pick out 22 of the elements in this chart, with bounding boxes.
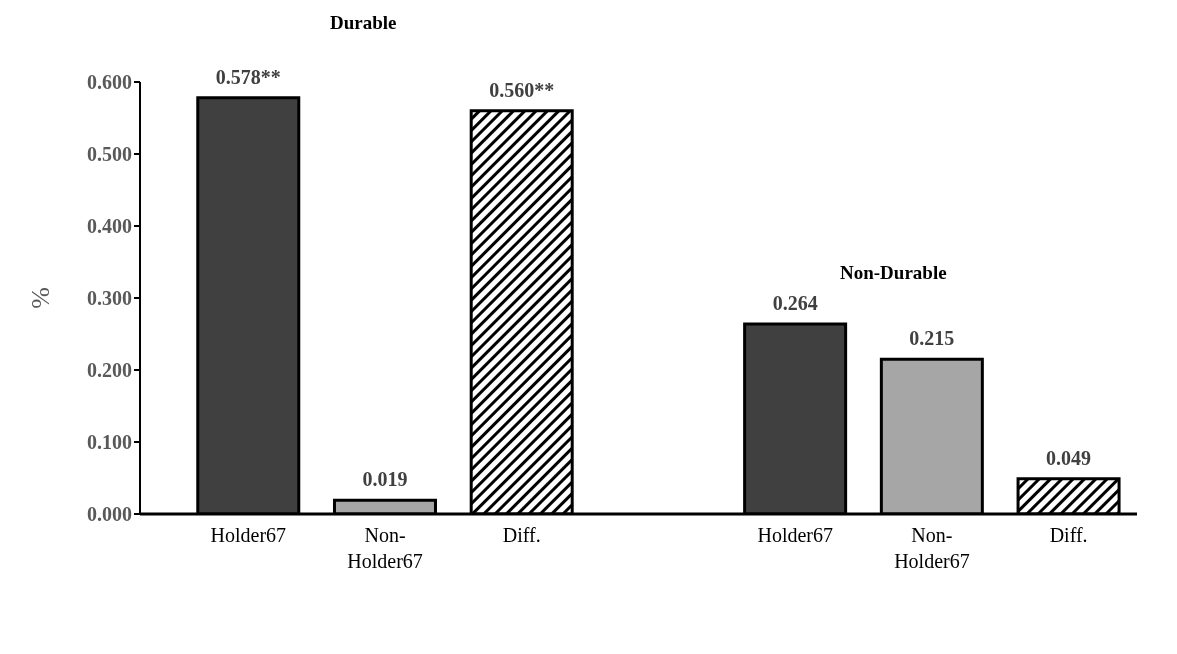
text: Durable bbox=[330, 12, 397, 34]
x-tick-label: Holder67 bbox=[210, 524, 287, 546]
data-label: 0.049 bbox=[1046, 446, 1092, 469]
y-tick-label: 0.400 bbox=[87, 215, 132, 238]
x-tick-label: Non-Holder67 bbox=[894, 524, 970, 572]
x-tick-label: Non-Holder67 bbox=[347, 524, 423, 572]
data-label: 0.560** bbox=[489, 78, 555, 101]
data-label: 0.215 bbox=[909, 327, 955, 350]
data-label: 0.264 bbox=[772, 291, 818, 314]
y-tick-label: 0.300 bbox=[87, 287, 132, 310]
x-tick-label: Diff. bbox=[1049, 524, 1088, 546]
y-tick-label: 0.100 bbox=[87, 431, 132, 454]
y-tick-label: 0.500 bbox=[87, 143, 132, 166]
y-tick-label: 0.200 bbox=[87, 359, 132, 382]
y-axis-title: % bbox=[26, 287, 56, 309]
annotation: Non-Durable bbox=[840, 262, 947, 284]
data-label: 0.578** bbox=[215, 65, 281, 88]
y-tick-label: 0.600 bbox=[87, 71, 132, 94]
data-label: 0.019 bbox=[362, 468, 408, 491]
y-tick-label: 0.000 bbox=[87, 503, 132, 526]
x-tick-label: Diff. bbox=[502, 524, 541, 546]
x-tick-label: Holder67 bbox=[757, 524, 833, 546]
